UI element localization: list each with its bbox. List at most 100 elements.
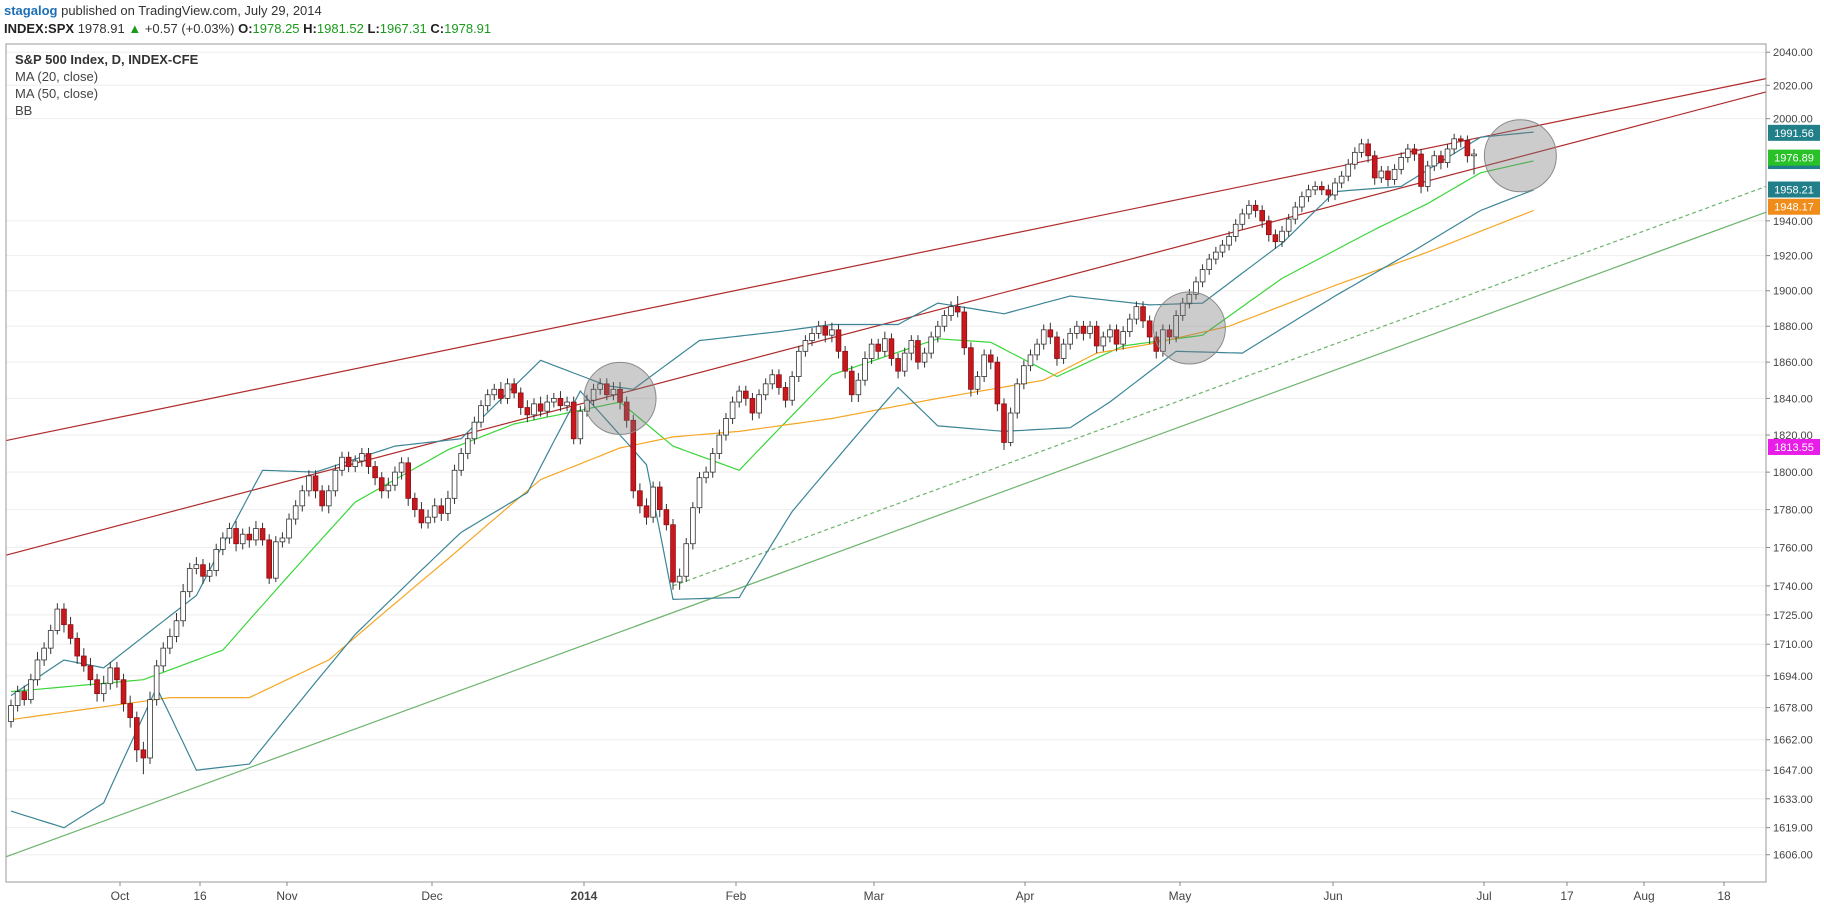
highlight-circle bbox=[1152, 291, 1226, 365]
open-label: O: bbox=[238, 21, 253, 36]
candle-up bbox=[253, 520, 259, 546]
candle-body bbox=[1365, 143, 1371, 157]
candle-body bbox=[1391, 168, 1398, 180]
y-tick-label: 1725.00 bbox=[1773, 610, 1813, 622]
candle-up bbox=[431, 498, 438, 523]
y-tick-label: 1606.00 bbox=[1773, 850, 1813, 862]
candle-up bbox=[531, 398, 537, 421]
x-tick-label: Mar bbox=[864, 889, 885, 903]
candle-body bbox=[637, 490, 643, 507]
candle-up bbox=[299, 485, 306, 512]
candle-down bbox=[1365, 138, 1371, 163]
candle-body bbox=[292, 505, 299, 520]
candle-body bbox=[1206, 258, 1213, 271]
candle-body bbox=[1199, 269, 1206, 283]
legend-bb[interactable]: BB bbox=[15, 103, 33, 118]
candle-body bbox=[776, 374, 782, 388]
candle-up bbox=[1100, 331, 1107, 352]
candle-body bbox=[789, 376, 795, 401]
candle-body bbox=[663, 509, 670, 526]
candle-up bbox=[1213, 246, 1219, 265]
candle-body bbox=[868, 343, 875, 359]
candle-body bbox=[1266, 220, 1272, 236]
candle-down bbox=[511, 378, 517, 399]
price-tag-label: 1991.56 bbox=[1774, 128, 1814, 140]
y-tick-label: 2000.00 bbox=[1773, 114, 1813, 126]
candle-body bbox=[206, 570, 213, 577]
candle-body bbox=[908, 340, 915, 354]
last-price: 1978.91 bbox=[77, 21, 125, 36]
candle-up bbox=[1120, 326, 1126, 350]
candle-up bbox=[769, 369, 776, 390]
legend-ma20[interactable]: MA (20, close) bbox=[15, 69, 99, 84]
candle-body bbox=[723, 418, 729, 436]
candle-up bbox=[239, 528, 246, 550]
candle-body bbox=[306, 475, 312, 492]
candle-down bbox=[557, 391, 564, 412]
candle-down bbox=[517, 387, 524, 415]
candle-body bbox=[954, 306, 961, 313]
candle-body bbox=[1120, 331, 1126, 345]
candle-body bbox=[1186, 293, 1193, 304]
candle-down bbox=[81, 648, 87, 672]
candle-up bbox=[1027, 349, 1034, 372]
candle-up bbox=[352, 455, 359, 473]
y-tick-label: 1840.00 bbox=[1773, 393, 1813, 405]
x-tick-label: 17 bbox=[1560, 889, 1574, 903]
candle-up bbox=[928, 331, 934, 359]
candle-body bbox=[703, 471, 709, 479]
candle-up bbox=[901, 347, 908, 377]
candle-body bbox=[736, 390, 742, 403]
candle-up bbox=[100, 675, 107, 702]
candle-body bbox=[352, 460, 359, 467]
publish-info: published on TradingView.com, July 29, 2… bbox=[61, 3, 322, 18]
candle-up bbox=[1292, 201, 1299, 225]
candle-up bbox=[795, 345, 802, 383]
candle-body bbox=[1438, 155, 1444, 163]
series-bb-lower bbox=[10, 189, 1534, 829]
candle-body bbox=[94, 679, 100, 695]
candle-down bbox=[1272, 229, 1279, 249]
candle-body bbox=[656, 486, 663, 511]
y-tick-label: 1900.00 bbox=[1773, 286, 1813, 298]
candle-down bbox=[623, 396, 630, 428]
candle-body bbox=[795, 350, 802, 377]
candle-body bbox=[1318, 186, 1325, 191]
candle-body bbox=[901, 352, 908, 372]
candle-body bbox=[862, 358, 868, 381]
candle-body bbox=[54, 608, 61, 631]
candle-down bbox=[498, 382, 504, 404]
candle-up bbox=[789, 371, 795, 406]
author-name[interactable]: stagalog bbox=[4, 3, 58, 18]
candle-up bbox=[1206, 253, 1213, 275]
candle-up bbox=[1007, 407, 1014, 447]
candle-up bbox=[564, 396, 570, 412]
x-axis[interactable]: Oct 16 Nov Dec 2014 Feb Mar Apr May Jun Jul 17 Aug 18 bbox=[111, 882, 1731, 903]
candle-body bbox=[491, 388, 498, 396]
candle-body bbox=[829, 329, 835, 336]
candle-up bbox=[1040, 324, 1047, 350]
candle-up bbox=[28, 673, 34, 704]
price-tag-label: 1976.89 bbox=[1774, 153, 1814, 165]
candle-up bbox=[167, 628, 173, 655]
y-tick-label: 1647.00 bbox=[1773, 765, 1813, 777]
candle-body bbox=[709, 453, 716, 473]
candle-down bbox=[776, 369, 782, 395]
price-tag-box bbox=[1768, 198, 1820, 215]
candle-up bbox=[392, 466, 398, 491]
y-tick-label: 1920.00 bbox=[1773, 251, 1813, 263]
candle-up bbox=[723, 413, 729, 441]
candle-body bbox=[1213, 251, 1219, 260]
candle-body bbox=[1312, 186, 1318, 191]
candle-up bbox=[160, 642, 167, 672]
candle-up bbox=[544, 394, 551, 417]
candle-down bbox=[1259, 205, 1265, 228]
y-axis[interactable]: 2040.00 2020.00 2000.00 1940.00 1920.00 1900.… bbox=[1766, 47, 1813, 862]
candle-body bbox=[431, 505, 438, 518]
legend-ma50[interactable]: MA (50, close) bbox=[15, 86, 99, 101]
candle-up bbox=[471, 416, 478, 445]
candle-up bbox=[1352, 147, 1358, 170]
candle-body bbox=[193, 564, 200, 569]
legend-title[interactable]: S&P 500 Index, D, INDEX-CFE bbox=[15, 52, 199, 67]
